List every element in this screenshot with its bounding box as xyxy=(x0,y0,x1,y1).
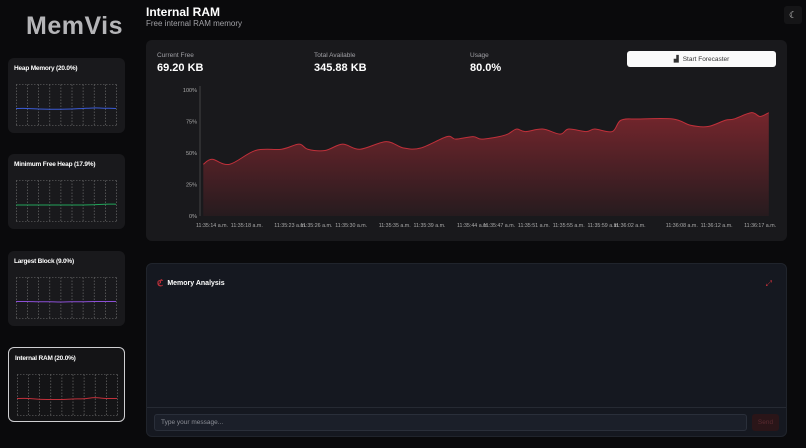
y-tick-label: 0% xyxy=(189,214,197,220)
x-tick-label: 11:35:39 a.m. xyxy=(414,223,446,229)
stat-value: 69.20 KB xyxy=(157,62,204,74)
sparkline xyxy=(16,107,117,110)
sidebar-item-metric[interactable]: Heap Memory (20.0%) xyxy=(8,58,125,133)
x-tick-label: 11:35:55 a.m. xyxy=(553,223,585,229)
series-line xyxy=(203,112,770,166)
sparkline xyxy=(16,203,117,206)
page-subtitle: Free internal RAM memory xyxy=(146,19,243,28)
x-tick-label: 11:35:23 a.m. xyxy=(274,223,306,229)
x-tick-label: 11:36:08 a.m. xyxy=(666,223,698,229)
y-tick-label: 100% xyxy=(183,88,197,94)
stat-value: 345.88 KB xyxy=(314,62,367,74)
sparkline-chart xyxy=(16,180,117,222)
stat-label: Total Available xyxy=(314,52,356,59)
stat-label: Current Free xyxy=(157,52,194,59)
y-tick-label: 25% xyxy=(186,183,197,189)
stat-label: Usage xyxy=(470,52,489,59)
x-tick-label: 11:35:59 a.m. xyxy=(588,223,620,229)
sparkline xyxy=(17,397,118,401)
expand-icon[interactable]: ⤢ xyxy=(765,279,772,288)
start-forecaster-button[interactable]: ▟ Start Forecaster xyxy=(627,51,776,67)
sidebar-item-label: Largest Block (9.0%) xyxy=(14,258,74,265)
moon-icon: ☾ xyxy=(788,9,798,20)
start-forecaster-label: Start Forecaster xyxy=(682,55,730,63)
stat-current-free: Current Free 69.20 KB xyxy=(157,52,203,74)
sidebar-item-label: Internal RAM (20.0%) xyxy=(15,355,76,362)
area-fill xyxy=(203,112,769,216)
sparkline-chart xyxy=(16,277,117,319)
chat-title: Memory Analysis xyxy=(167,280,225,287)
chat-header: ℭ Memory Analysis xyxy=(157,278,225,289)
x-tick-label: 11:35:47 a.m. xyxy=(483,223,515,229)
theme-toggle-button[interactable]: ☾ xyxy=(784,6,802,24)
sidebar-item-metric[interactable]: Largest Block (9.0%) xyxy=(8,251,125,326)
sidebar-item-metric[interactable]: Internal RAM (20.0%) xyxy=(8,347,125,422)
page-title: Internal RAM xyxy=(146,5,221,19)
app-logo: MemVis xyxy=(26,12,124,40)
analysis-icon: ℭ xyxy=(157,278,164,288)
chart-icon: ▟ xyxy=(673,56,679,63)
sparkline xyxy=(16,300,117,303)
x-tick-label: 11:35:26 a.m. xyxy=(300,223,332,229)
x-tick-label: 11:35:14 a.m. xyxy=(196,223,228,229)
usage-area-chart: 0% 25% 50% 75% 100% 11:35:14 a.m. 11:35:18 a.m… xyxy=(183,86,776,229)
stat-total-available: Total Available 345.88 KB xyxy=(314,52,367,74)
x-tick-label: 11:35:44 a.m. xyxy=(457,223,489,229)
x-tick-label: 11:36:02 a.m. xyxy=(614,223,646,229)
x-tick-label: 11:35:18 a.m. xyxy=(231,223,263,229)
metric-card: 0% 25% 50% 75% 100% 11:35:14 a.m. 11:35:18 a.m… xyxy=(146,40,787,241)
stat-usage: Usage 80.0% xyxy=(470,52,501,74)
x-tick-label: 11:35:35 a.m. xyxy=(379,223,411,229)
y-tick-label: 50% xyxy=(186,151,197,157)
send-button[interactable]: Send xyxy=(752,414,779,431)
x-tick-label: 11:36:12 a.m. xyxy=(701,223,733,229)
sparkline-chart xyxy=(16,84,117,126)
y-tick-label: 75% xyxy=(186,120,197,126)
sidebar-item-label: Minimum Free Heap (17.9%) xyxy=(14,161,96,168)
sparkline-chart xyxy=(17,374,118,416)
stat-value: 80.0% xyxy=(470,62,502,74)
x-tick-label: 11:35:51 a.m. xyxy=(518,223,550,229)
sidebar-item-metric[interactable]: Minimum Free Heap (17.9%) xyxy=(8,154,125,229)
x-tick-label: 11:35:30 a.m. xyxy=(335,223,367,229)
message-input[interactable] xyxy=(154,414,747,431)
divider xyxy=(147,407,786,408)
sidebar-item-label: Heap Memory (20.0%) xyxy=(14,65,78,72)
x-tick-label: 11:36:17 a.m. xyxy=(744,223,776,229)
